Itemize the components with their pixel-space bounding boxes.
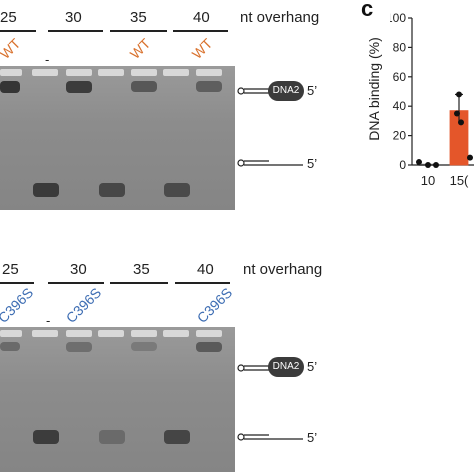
substrate-schematic-free (237, 159, 303, 167)
length-label-35: 35 (133, 261, 150, 278)
gel-band-free (33, 183, 59, 197)
gel-band-free (99, 183, 125, 197)
x-tick-label: 10 (421, 173, 435, 188)
dna2-protein-icon: DNA2 (268, 81, 304, 101)
gel-well (32, 330, 58, 337)
gel-well (0, 69, 22, 76)
lane-label-c396s: C396S (193, 284, 236, 326)
lane-label-c396s: C396S (62, 284, 105, 326)
gel-well (131, 330, 157, 337)
y-tick-label: 60 (393, 70, 407, 84)
gel-band-bound (196, 81, 222, 92)
gel-well (163, 69, 189, 76)
length-label-25: 25 (2, 261, 19, 278)
gel-well (66, 69, 92, 76)
length-label-40: 40 (197, 261, 214, 278)
substrate-schematic-bound (237, 364, 271, 372)
overhang-label: nt overhang (240, 9, 320, 26)
gel-band-bound (0, 81, 20, 93)
gel-well (98, 330, 124, 337)
data-point (456, 91, 462, 98)
length-underline (175, 282, 230, 284)
gel-band-bound (66, 342, 92, 352)
x-tick-label: 15( (450, 173, 469, 188)
data-point (458, 119, 464, 126)
five-prime-label: 5’ (307, 156, 318, 171)
length-label-30: 30 (70, 261, 87, 278)
y-tick-label: 100 (390, 11, 406, 25)
length-label-35: 35 (130, 9, 147, 26)
y-tick-label: 40 (393, 99, 407, 113)
length-underline (48, 30, 103, 32)
data-point (425, 162, 431, 168)
gel-image (0, 66, 235, 210)
gel-well (32, 69, 58, 76)
panel-letter: c (361, 0, 374, 21)
lane-label-wt: WT (126, 35, 154, 62)
data-point (467, 154, 473, 161)
gel-band-free (164, 183, 190, 197)
gel-well (163, 330, 189, 337)
gel-band-bound (0, 342, 20, 351)
length-underline (110, 30, 167, 32)
substrate-schematic-free (237, 433, 303, 441)
y-axis-label: DNA binding (%) (366, 37, 382, 141)
overhang-label: nt overhang (243, 261, 323, 278)
lane-label-none: - (45, 52, 50, 67)
gel-band-bound (66, 81, 92, 93)
data-point (454, 110, 460, 117)
five-prime-label: 5’ (307, 83, 318, 98)
gel-well (98, 69, 124, 76)
lane-label-wt: WT (0, 35, 24, 62)
length-underline (48, 282, 104, 284)
length-underline (0, 30, 36, 32)
lane-label-none: - (46, 313, 51, 328)
gel-band-bound (196, 342, 222, 352)
lane-label-wt: WT (188, 35, 216, 62)
gel-band-free (164, 430, 190, 444)
length-underline (110, 282, 168, 284)
y-tick-label: 80 (393, 40, 407, 54)
gel-band-bound (131, 81, 157, 92)
gel-well (196, 330, 222, 337)
gel-well (66, 330, 92, 337)
y-tick-label: 20 (393, 129, 407, 143)
length-label-25: 25 (0, 9, 17, 26)
gel-band-free (33, 430, 59, 444)
lane-label-c396s: C396S (0, 284, 37, 326)
length-underline (0, 282, 34, 284)
gel-image (0, 327, 235, 472)
substrate-schematic-bound (237, 87, 271, 95)
length-underline (173, 30, 228, 32)
dna2-protein-icon: DNA2 (268, 357, 304, 377)
length-label-30: 30 (65, 9, 82, 26)
five-prime-label: 5’ (307, 430, 318, 445)
y-tick-label: 0 (399, 158, 406, 172)
gel-well (131, 69, 157, 76)
gel-well (0, 330, 22, 337)
dna-binding-chart: 0 20 40 60 80 100 10 15( (390, 11, 474, 188)
data-point (433, 162, 439, 168)
gel-band-free (99, 430, 125, 444)
gel-well (196, 69, 222, 76)
data-point (416, 159, 422, 166)
length-label-40: 40 (193, 9, 210, 26)
gel-band-bound (131, 342, 157, 351)
five-prime-label: 5’ (307, 359, 318, 374)
